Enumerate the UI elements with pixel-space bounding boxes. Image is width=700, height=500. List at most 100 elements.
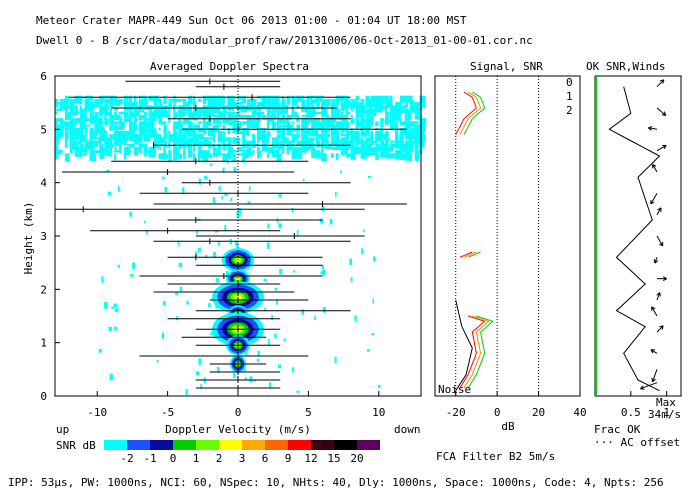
clutter-cell: [124, 111, 129, 117]
speckle-cell: [226, 270, 229, 278]
clutter-cell: [168, 108, 171, 117]
clutter-cell: [335, 130, 340, 139]
wind-vector: [656, 207, 662, 215]
clutter-cell: [193, 95, 195, 105]
colorbar-cell: [127, 440, 150, 450]
clutter-cell: [281, 95, 284, 102]
clutter-cell: [281, 143, 285, 151]
clutter-cell: [385, 111, 389, 119]
clutter-cell: [69, 121, 76, 127]
clutter-cell: [178, 108, 184, 116]
clutter-cell: [133, 134, 140, 142]
clutter-cell: [355, 95, 359, 101]
clutter-cell: [64, 140, 68, 149]
colorbar-cell: [334, 440, 357, 450]
clutter-cell: [109, 114, 116, 119]
clutter-cell: [128, 143, 135, 148]
figure-subtitle: Dwell 0 - B /scr/data/modular_prof/raw/2…: [36, 34, 533, 47]
speckle-cell: [162, 176, 165, 179]
clutter-cell: [261, 95, 269, 103]
clutter-cell: [227, 143, 231, 151]
colorbar-tick-label: -1: [143, 452, 156, 465]
clutter-cell: [94, 98, 102, 104]
speckle-cell: [271, 315, 273, 321]
clutter-cell: [330, 130, 337, 138]
clutter-cell: [252, 134, 256, 142]
speckle-cell: [378, 384, 381, 388]
clutter-cell: [55, 153, 59, 160]
clutter-cell: [306, 102, 312, 106]
wind-vector: [656, 325, 664, 333]
clutter-cell: [326, 140, 330, 149]
clutter-cell: [124, 143, 130, 146]
clutter-cell: [222, 153, 229, 161]
wind-shaft: [656, 325, 664, 333]
clutter-cell: [158, 108, 164, 118]
clutter-cell: [276, 108, 284, 115]
clutter-cell: [128, 111, 136, 118]
clutter-cell: [261, 114, 267, 120]
clutter-cell: [409, 121, 416, 127]
clutter-cell: [74, 146, 82, 154]
clutter-cell: [296, 114, 300, 122]
clutter-cell: [326, 124, 330, 133]
snr-segment: [471, 353, 482, 375]
speckle-cell: [179, 286, 183, 292]
speckle-cell: [208, 303, 211, 308]
clutter-cell: [350, 146, 356, 154]
clutter-cell: [390, 114, 395, 120]
clutter-cell: [202, 95, 209, 101]
clutter-cell: [266, 134, 269, 142]
clutter-cell: [321, 153, 327, 162]
clutter-cell: [84, 146, 91, 150]
clutter-cell: [232, 137, 239, 143]
wind-head: [659, 79, 665, 82]
clutter-cell: [375, 134, 382, 142]
clutter-cell: [286, 150, 290, 155]
y-tick-label: 2: [40, 283, 47, 296]
clutter-cell: [261, 134, 268, 141]
clutter-cell: [375, 105, 382, 113]
clutter-cell: [252, 140, 256, 148]
ac-offset-legend: ··· AC offset: [594, 436, 680, 449]
clutter-cell: [143, 127, 149, 134]
wind-shaft: [656, 207, 662, 215]
clutter-cell: [380, 95, 387, 104]
clutter-cell: [365, 143, 371, 153]
clutter-cell: [74, 95, 82, 104]
clutter-cell: [64, 108, 68, 112]
colorbar-tick-label: 0: [170, 452, 177, 465]
clutter-cell: [306, 98, 310, 104]
speckle-cell: [182, 187, 185, 194]
clutter-cell: [390, 118, 395, 128]
clutter-cell: [257, 102, 263, 107]
clutter-cell: [345, 140, 352, 149]
clutter-cell: [395, 108, 401, 117]
clutter-cell: [183, 102, 190, 111]
spectra-plot: [54, 75, 427, 397]
clutter-cell: [202, 105, 209, 109]
clutter-cell: [173, 137, 180, 145]
clutter-cell: [173, 98, 180, 103]
clutter-cell: [217, 98, 223, 108]
clutter-cell: [301, 118, 308, 127]
clutter-cell: [119, 130, 126, 140]
clutter-cell: [148, 105, 154, 110]
clutter-cell: [202, 98, 206, 105]
clutter-cell: [178, 127, 183, 136]
speckle-cell: [253, 379, 257, 382]
speckle-cell: [218, 186, 221, 192]
wind-head: [654, 260, 659, 264]
clutter-cell: [311, 146, 315, 154]
signal-blob: [236, 277, 240, 281]
clutter-cell: [202, 121, 209, 129]
clutter-cell: [380, 118, 385, 123]
snr-segment: [467, 251, 481, 258]
clutter-cell: [291, 134, 298, 141]
clutter-cell: [212, 118, 220, 124]
clutter-cell: [257, 146, 260, 152]
speckle-cell: [111, 306, 115, 309]
clutter-cell: [395, 134, 399, 142]
clutter-cell: [326, 118, 332, 124]
clutter-cell: [281, 127, 286, 133]
